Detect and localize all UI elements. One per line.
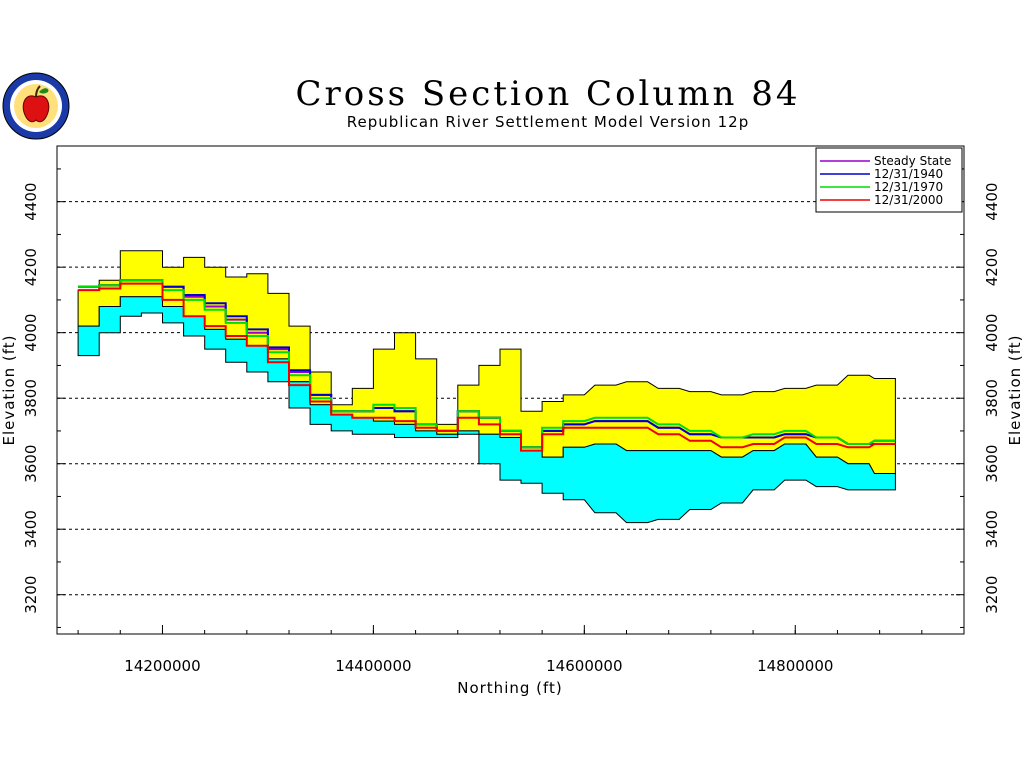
y-axis-right: 3200 3400 3600 3800 4000 4200 4400 xyxy=(956,168,1001,628)
legend-label: Steady State xyxy=(874,154,951,168)
legend: Steady State12/31/194012/31/197012/31/20… xyxy=(815,147,963,213)
x-tick-label: 14600000 xyxy=(546,657,622,675)
y-axis-left: 3200 3400 3600 3800 4000 4200 4400 xyxy=(22,168,65,628)
y-tick-label-left: 3400 xyxy=(22,510,40,548)
x-tick-label: 14400000 xyxy=(335,657,411,675)
x-axis: 14200000 14400000 14600000 14800000 xyxy=(77,625,965,675)
x-tick-label: 14200000 xyxy=(124,657,200,675)
legend-label: 12/31/2000 xyxy=(874,193,943,207)
chart-subtitle: Republican River Settlement Model Versio… xyxy=(347,113,749,131)
y-tick-label-right: 4000 xyxy=(983,314,1001,352)
y-tick-label-right: 3200 xyxy=(983,576,1001,614)
legend-label: 12/31/1970 xyxy=(874,180,943,194)
y-tick-label-right: 3800 xyxy=(983,379,1001,417)
legend-box xyxy=(815,147,963,213)
y-tick-label-left: 4200 xyxy=(22,248,40,286)
y-axis-label-left: Elevation (ft) xyxy=(0,334,18,445)
x-tick-label: 14800000 xyxy=(757,657,833,675)
chart-title: Cross Section Column 84 xyxy=(295,74,800,114)
x-axis-label: Northing (ft) xyxy=(457,679,563,697)
layer-areas xyxy=(77,250,896,524)
y-tick-label-right: 3600 xyxy=(983,445,1001,483)
series-line-3 xyxy=(78,282,896,452)
y-tick-label-left: 3800 xyxy=(22,379,40,417)
y-tick-label-left: 3600 xyxy=(22,445,40,483)
y-tick-label-right: 3400 xyxy=(983,510,1001,548)
y-tick-label-left: 4000 xyxy=(22,314,40,352)
plot-frame xyxy=(56,145,965,635)
apple-seal-logo xyxy=(2,72,70,140)
y-tick-label-left: 3200 xyxy=(22,576,40,614)
y-tick-label-left: 4400 xyxy=(22,183,40,221)
legend-label: 12/31/1940 xyxy=(874,167,943,181)
y-tick-label-right: 4400 xyxy=(983,183,1001,221)
y-axis-label-right: Elevation (ft) xyxy=(1006,334,1024,445)
y-tick-label-right: 4200 xyxy=(983,248,1001,286)
series-lines xyxy=(78,279,896,452)
